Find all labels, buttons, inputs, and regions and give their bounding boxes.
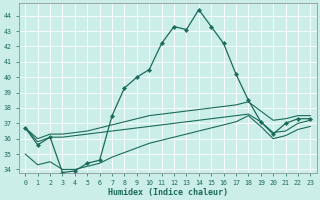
X-axis label: Humidex (Indice chaleur): Humidex (Indice chaleur)	[108, 188, 228, 197]
